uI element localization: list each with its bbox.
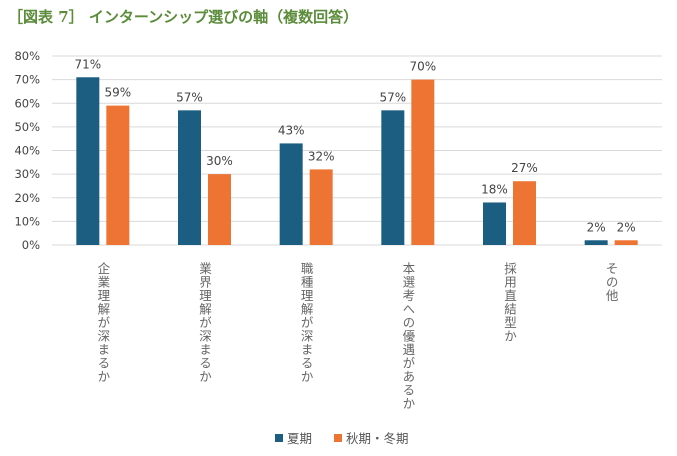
bar-autumn-winter bbox=[614, 240, 638, 245]
legend-swatch bbox=[275, 434, 283, 442]
data-label: 57% bbox=[379, 90, 406, 104]
legend-label: 秋期・冬期 bbox=[346, 431, 409, 446]
data-label: 27% bbox=[511, 161, 538, 175]
category-label: その他 bbox=[604, 262, 619, 303]
y-tick-label: 40% bbox=[14, 144, 40, 158]
y-tick-label: 30% bbox=[14, 167, 40, 181]
bar-summer bbox=[381, 110, 405, 246]
data-label: 32% bbox=[308, 149, 335, 163]
bar-autumn-winter bbox=[106, 105, 130, 245]
category-label: 職種理解が深まるか bbox=[299, 262, 314, 384]
bar-summer bbox=[178, 110, 201, 246]
data-label: 57% bbox=[176, 90, 203, 104]
y-tick-label: 20% bbox=[14, 191, 40, 205]
data-label: 59% bbox=[104, 86, 131, 100]
bar-autumn-winter bbox=[411, 79, 435, 245]
data-label: 2% bbox=[617, 220, 636, 234]
y-tick-label: 80% bbox=[14, 49, 40, 63]
y-tick-label: 60% bbox=[14, 96, 40, 110]
bar-summer bbox=[483, 202, 506, 245]
category-label: 採用直結型か bbox=[502, 262, 517, 343]
data-label: 30% bbox=[206, 154, 233, 168]
bar-autumn-winter bbox=[513, 181, 536, 245]
data-label: 2% bbox=[587, 220, 606, 234]
data-label: 18% bbox=[481, 182, 508, 196]
y-tick-label: 50% bbox=[14, 120, 40, 134]
category-label: 業界理解が深まるか bbox=[197, 261, 212, 384]
data-label: 71% bbox=[74, 57, 101, 71]
chart-title: ［図表 7］ インターンシップ選びの軸（複数回答） bbox=[8, 8, 359, 26]
y-tick-label: 10% bbox=[14, 214, 40, 228]
bar-autumn-winter bbox=[208, 174, 231, 245]
data-label: 43% bbox=[278, 123, 305, 137]
data-label: 70% bbox=[409, 60, 436, 74]
bar-summer bbox=[584, 240, 608, 245]
y-tick-label: 70% bbox=[14, 73, 40, 87]
legend-label: 夏期 bbox=[287, 431, 312, 446]
category-label: 本選考への優遇があるか bbox=[400, 262, 415, 411]
bar-autumn-winter bbox=[309, 169, 333, 245]
bar-summer bbox=[279, 143, 303, 245]
category-label: 企業理解が深まるか bbox=[95, 261, 110, 384]
legend-swatch bbox=[334, 434, 342, 442]
bar-summer bbox=[76, 77, 100, 245]
y-tick-label: 0% bbox=[22, 238, 40, 252]
